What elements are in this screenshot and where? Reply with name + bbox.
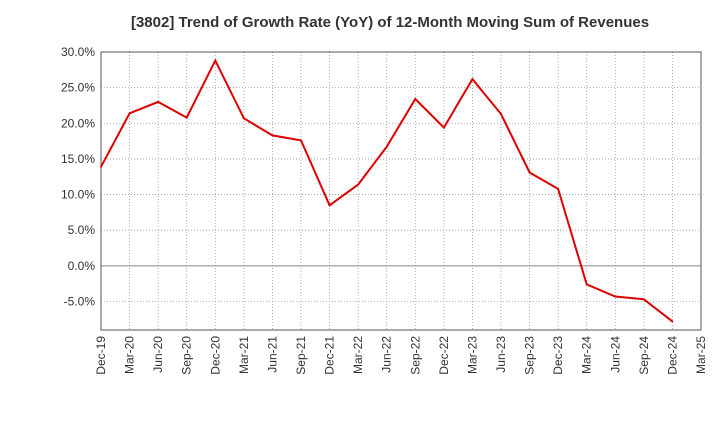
y-tick-label: 15.0% — [61, 152, 95, 166]
data-point — [414, 98, 417, 100]
x-tick-label: Mar-24 — [580, 336, 594, 374]
x-tick-label: Jun-20 — [151, 336, 165, 373]
data-point — [242, 117, 245, 120]
x-tick-label: Mar-21 — [237, 336, 251, 374]
x-tick-label: Sep-20 — [180, 336, 194, 375]
data-point — [100, 165, 102, 168]
y-tick-label: 10.0% — [61, 188, 95, 202]
x-tick-label: Sep-21 — [294, 336, 308, 375]
y-tick-label: -5.0% — [64, 294, 96, 308]
x-tick-label: Mar-22 — [351, 336, 365, 374]
data-point — [185, 116, 188, 119]
x-tick-label: Jun-22 — [380, 336, 394, 373]
x-tick-label: Mar-20 — [123, 336, 137, 374]
data-point — [471, 78, 474, 80]
data-point — [585, 283, 588, 286]
data-point — [442, 126, 445, 129]
y-tick-label: 0.0% — [68, 259, 96, 273]
data-point — [500, 113, 502, 115]
data-point — [557, 187, 560, 190]
x-tick-label: Dec-19 — [94, 336, 108, 375]
data-point — [671, 320, 674, 323]
y-tick-label: 30.0% — [61, 45, 95, 59]
x-tick-label: Dec-21 — [323, 336, 337, 375]
x-tick-label: Jun-24 — [608, 336, 622, 373]
x-tick-label: Dec-24 — [665, 336, 679, 375]
y-tick-label: 5.0% — [68, 223, 96, 237]
x-tick-label: Dec-22 — [437, 336, 451, 375]
data-point — [128, 112, 131, 115]
data-point — [157, 100, 160, 103]
data-point — [614, 295, 617, 298]
x-tick-label: Mar-23 — [465, 336, 479, 374]
x-tick-label: Dec-23 — [551, 336, 565, 375]
data-point — [214, 59, 217, 62]
x-tick-label: Sep-24 — [637, 336, 651, 375]
data-point — [357, 183, 360, 186]
data-point — [385, 145, 388, 148]
x-tick-label: Sep-22 — [408, 336, 422, 375]
data-point — [528, 171, 531, 174]
x-tick-label: Mar-25 — [694, 336, 708, 374]
x-tick-label: Dec-20 — [208, 336, 222, 375]
plot-frame — [100, 51, 702, 331]
chart-title: [3802] Trend of Growth Rate (YoY) of 12-… — [130, 14, 650, 31]
x-tick-label: Jun-23 — [494, 336, 508, 373]
y-tick-label: 20.0% — [61, 116, 95, 130]
x-tick-label: Jun-21 — [265, 336, 279, 373]
data-point — [271, 134, 274, 137]
x-tick-label: Sep-23 — [523, 336, 537, 375]
y-tick-label: 25.0% — [61, 81, 95, 95]
data-point — [328, 204, 331, 207]
data-point — [642, 298, 645, 301]
data-point — [300, 139, 302, 142]
